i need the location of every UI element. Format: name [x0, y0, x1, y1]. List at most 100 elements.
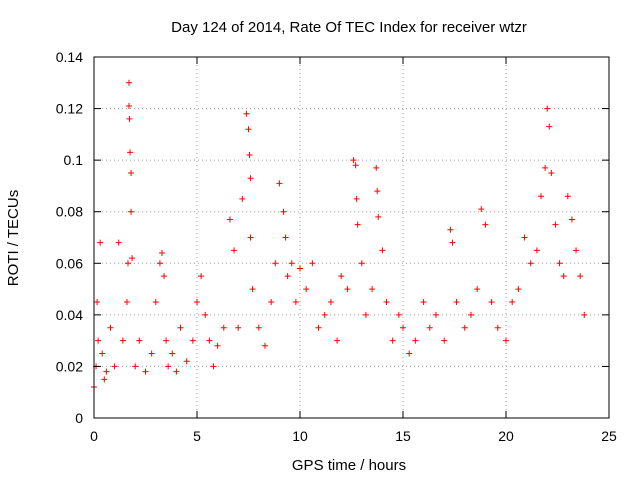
data-point — [189, 337, 196, 344]
plot-frame — [93, 56, 610, 419]
data-point — [284, 273, 291, 280]
data-point — [126, 79, 133, 86]
y-tick-label: 0.04 — [56, 307, 83, 323]
data-point — [546, 123, 553, 130]
data-point — [542, 164, 549, 171]
data-point — [220, 324, 227, 331]
data-point — [94, 298, 101, 305]
x-tick-label: 25 — [601, 428, 617, 444]
data-point — [95, 337, 102, 344]
grid — [94, 57, 609, 418]
data-point — [161, 273, 168, 280]
data-point — [261, 342, 268, 349]
data-point — [488, 298, 495, 305]
data-point — [107, 324, 114, 331]
data-point — [249, 286, 256, 293]
data-point — [447, 226, 454, 233]
x-tick-label: 10 — [292, 428, 308, 444]
data-point — [548, 170, 555, 177]
y-tick-label: 0.02 — [56, 358, 83, 374]
x-tick-label: 0 — [90, 428, 98, 444]
data-point — [163, 337, 170, 344]
data-point — [128, 170, 135, 177]
data-point — [406, 350, 413, 357]
data-point — [214, 342, 221, 349]
data-point — [379, 247, 386, 254]
data-point — [344, 286, 351, 293]
data-point — [503, 337, 509, 344]
data-point — [239, 195, 246, 202]
data-point — [552, 221, 559, 228]
y-tick-label: 0.1 — [64, 152, 84, 168]
x-axis-title: GPS time / hours — [292, 457, 406, 474]
data-point — [352, 162, 359, 169]
data-point — [461, 324, 468, 331]
data-point — [389, 337, 396, 344]
y-tick-label: 0.06 — [56, 255, 83, 271]
data-point — [126, 115, 133, 122]
data-point — [126, 102, 133, 109]
data-point — [280, 208, 287, 215]
data-point — [400, 324, 406, 331]
data-points — [91, 79, 588, 391]
data-point — [354, 221, 361, 228]
y-tick-label: 0.12 — [56, 101, 83, 117]
y-tick-label: 0 — [75, 410, 83, 426]
data-point — [353, 195, 360, 202]
data-point — [292, 298, 299, 305]
data-point — [115, 239, 122, 246]
data-point — [136, 337, 143, 344]
data-point — [334, 337, 341, 344]
data-point — [158, 249, 165, 256]
data-point — [165, 363, 172, 370]
data-point — [129, 255, 136, 262]
data-point — [272, 260, 279, 267]
data-point — [573, 247, 580, 254]
data-point — [577, 273, 584, 280]
data-point — [327, 298, 334, 305]
data-point — [568, 216, 575, 223]
data-point — [268, 298, 275, 305]
data-point — [426, 324, 433, 331]
data-point — [556, 260, 563, 267]
x-tick-label: 15 — [395, 428, 411, 444]
data-point — [152, 298, 159, 305]
data-point — [282, 234, 289, 241]
data-point — [560, 273, 567, 280]
data-point — [97, 239, 104, 246]
data-point — [509, 298, 516, 305]
data-point — [521, 234, 528, 241]
data-point — [412, 337, 419, 344]
data-point — [362, 311, 369, 318]
data-point — [515, 286, 522, 293]
data-point — [226, 216, 233, 223]
data-point — [210, 363, 217, 370]
data-point — [375, 213, 382, 220]
data-point — [303, 286, 310, 293]
data-point — [358, 260, 365, 267]
data-point — [156, 260, 163, 267]
data-point — [243, 110, 250, 117]
data-point — [297, 265, 303, 272]
x-tick-label: 20 — [498, 428, 514, 444]
data-point — [119, 337, 126, 344]
data-point — [123, 298, 130, 305]
data-point — [564, 193, 571, 200]
data-point — [169, 350, 176, 357]
axis-ticks — [93, 56, 610, 419]
data-point — [148, 350, 155, 357]
data-point — [420, 298, 427, 305]
data-point — [309, 260, 316, 267]
data-point — [482, 221, 489, 228]
data-point — [247, 234, 254, 241]
data-point — [478, 206, 485, 213]
data-point — [449, 239, 456, 246]
data-point — [527, 260, 534, 267]
x-tick-labels: 0 5 10 15 20 25 — [90, 428, 617, 444]
data-point — [132, 363, 139, 370]
data-point — [99, 350, 106, 357]
data-point — [441, 337, 448, 344]
data-point — [173, 368, 180, 375]
data-point — [255, 324, 262, 331]
